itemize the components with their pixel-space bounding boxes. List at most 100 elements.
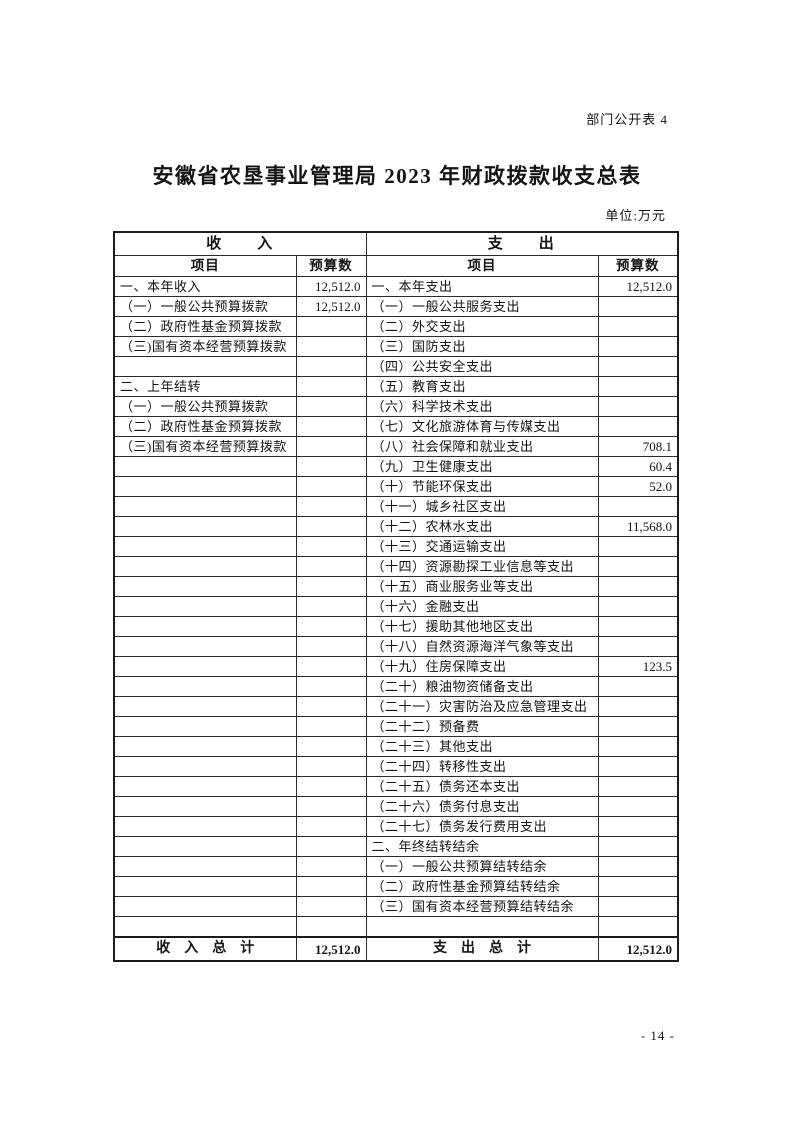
expense-item-cell: （五）教育支出 (365, 376, 599, 397)
income-value-cell (295, 876, 367, 897)
income-item-cell (113, 636, 297, 657)
income-value-cell (295, 836, 367, 857)
expense-value-cell (597, 816, 679, 837)
income-value-cell (295, 656, 367, 677)
income-item-col-header: 项目 (113, 255, 297, 277)
income-item-cell (113, 796, 297, 817)
income-value-cell (295, 416, 367, 437)
expense-item-cell: （十七）援助其他地区支出 (365, 616, 599, 637)
table-row: （十九）住房保障支出 123.5 (113, 656, 679, 677)
expense-value-cell (597, 796, 679, 817)
income-value-cell (295, 816, 367, 837)
income-item-cell (113, 616, 297, 637)
budget-summary-table: 收 入 支 出 项目 预算数 项目 预算数 一、本年收入 12,512.0 一、… (113, 231, 680, 962)
expense-item-cell: （七）文化旅游体育与传媒支出 (365, 416, 599, 437)
income-item-cell (113, 716, 297, 737)
table-row: （十）节能环保支出 52.0 (113, 476, 679, 497)
income-value-cell (295, 536, 367, 557)
income-item-cell: （二）政府性基金预算拨款 (113, 316, 297, 337)
expense-value-cell (597, 836, 679, 857)
expense-value-cell (597, 596, 679, 617)
income-item-cell (113, 476, 297, 497)
income-item-cell (113, 816, 297, 837)
income-value-cell (295, 356, 367, 377)
income-value-cell (295, 476, 367, 497)
table-row: （二）政府性基金预算结转结余 (113, 876, 679, 897)
expense-item-cell: （十六）金融支出 (365, 596, 599, 617)
table-row: 一、本年收入 12,512.0 一、本年支出 12,512.0 (113, 276, 679, 297)
income-value-cell (295, 436, 367, 457)
table-row: （十七）援助其他地区支出 (113, 616, 679, 637)
table-row: （一）一般公共预算拨款 12,512.0 （一）一般公共服务支出 (113, 296, 679, 317)
expense-item-cell: （十）节能环保支出 (365, 476, 599, 497)
page-number: - 14 - (640, 1028, 675, 1043)
income-item-cell (113, 676, 297, 697)
income-item-cell (113, 496, 297, 517)
expense-item-cell: （九）卫生健康支出 (365, 456, 599, 477)
expense-value-cell (597, 376, 679, 397)
table-row: （十八）自然资源海洋气象等支出 (113, 636, 679, 657)
table-row: （十一）城乡社区支出 (113, 496, 679, 517)
expense-value-cell (597, 576, 679, 597)
income-value-cell (295, 896, 367, 917)
table-row: （二）政府性基金预算拨款 （七）文化旅游体育与传媒支出 (113, 416, 679, 437)
expense-item-cell: （一）一般公共服务支出 (365, 296, 599, 317)
expense-budget-col-header: 预算数 (597, 255, 679, 277)
expense-item-cell: （十八）自然资源海洋气象等支出 (365, 636, 599, 657)
income-value-cell (295, 756, 367, 777)
table-row: （二十）粮油物资储备支出 (113, 676, 679, 697)
expense-value-cell (597, 536, 679, 557)
income-item-cell (113, 856, 297, 877)
expense-value-cell: 708.1 (597, 436, 679, 457)
table-row: （二十六）债务付息支出 (113, 796, 679, 817)
table-row: （三)国有资本经营预算拨款 （三）国防支出 (113, 336, 679, 357)
table-row: （十五）商业服务业等支出 (113, 576, 679, 597)
expense-value-cell (597, 496, 679, 517)
income-item-cell: 一、本年收入 (113, 276, 297, 297)
table-row: （二）政府性基金预算拨款 （二）外交支出 (113, 316, 679, 337)
expense-value-cell (597, 416, 679, 437)
expense-item-cell: 一、本年支出 (365, 276, 599, 297)
table-row: （三）国有资本经营预算结转结余 (113, 896, 679, 917)
expense-value-cell (597, 296, 679, 317)
expense-value-cell (597, 876, 679, 897)
expense-item-cell: （一）一般公共预算结转结余 (365, 856, 599, 877)
income-item-cell (113, 516, 297, 537)
expense-total-label: 支 出 总 计 (365, 936, 599, 962)
expense-item-cell: （二十四）转移性支出 (365, 756, 599, 777)
expense-item-cell: （十一）城乡社区支出 (365, 496, 599, 517)
income-value-cell (295, 796, 367, 817)
income-total-label: 收 入 总 计 (113, 936, 297, 962)
table-row: （二十四）转移性支出 (113, 756, 679, 777)
income-value-cell: 12,512.0 (295, 276, 367, 297)
expense-item-cell: （三）国有资本经营预算结转结余 (365, 896, 599, 917)
expense-item-cell: （二十七）债务发行费用支出 (365, 816, 599, 837)
page-title: 安徽省农垦事业管理局 2023 年财政拨款收支总表 (152, 164, 642, 189)
income-total-value: 12,512.0 (295, 936, 367, 962)
expense-value-cell (597, 676, 679, 697)
column-header-row: 项目 预算数 项目 预算数 (113, 255, 679, 277)
expense-item-cell: （十四）资源勘探工业信息等支出 (365, 556, 599, 577)
table-row: （二十五）债务还本支出 (113, 776, 679, 797)
income-budget-col-header: 预算数 (295, 255, 367, 277)
budget-table-wrap: 收 入 支 出 项目 预算数 项目 预算数 一、本年收入 12,512.0 一、… (113, 231, 680, 962)
table-row: 二、上年结转 （五）教育支出 (113, 376, 679, 397)
income-value-cell (295, 336, 367, 357)
expense-value-cell: 12,512.0 (597, 276, 679, 297)
income-item-cell: （二）政府性基金预算拨款 (113, 416, 297, 437)
expense-value-cell (597, 356, 679, 377)
income-value-cell: 12,512.0 (295, 296, 367, 317)
income-item-cell (113, 596, 297, 617)
income-value-cell (295, 716, 367, 737)
income-value-cell (295, 696, 367, 717)
expense-item-cell: （二十）粮油物资储备支出 (365, 676, 599, 697)
expense-total-value: 12,512.0 (597, 936, 679, 962)
expense-value-cell (597, 556, 679, 577)
income-item-cell (113, 876, 297, 897)
income-value-cell (295, 516, 367, 537)
expense-value-cell (597, 916, 679, 938)
income-value-cell (295, 496, 367, 517)
expense-item-cell: （二十二）预备费 (365, 716, 599, 737)
expense-item-cell: （二十六）债务付息支出 (365, 796, 599, 817)
table-row: （三)国有资本经营预算拨款 （八）社会保障和就业支出 708.1 (113, 436, 679, 457)
